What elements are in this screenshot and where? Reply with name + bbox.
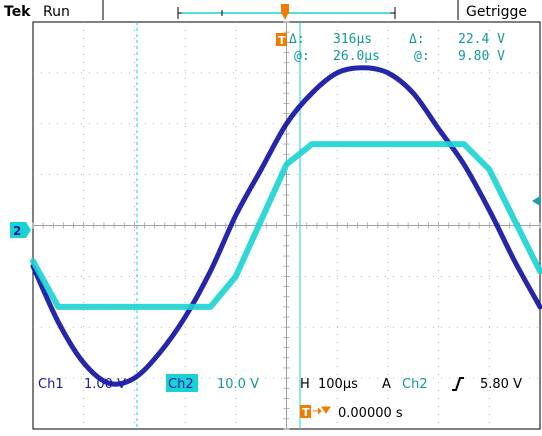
svg-text:T: T xyxy=(302,406,310,419)
ch2-scale: 10.0 V xyxy=(217,377,259,392)
channel-status: Ch1 1.00 V Ch2 10.0 V H 100μs A Ch2 5.80… xyxy=(38,374,522,421)
cursor-readout: T Δ: 316μs Δ: 22.4 V @: 26.0μs @: 9.80 V xyxy=(276,32,505,64)
trigger-state: Getrigge xyxy=(466,4,527,20)
brand-label: Tek xyxy=(4,4,31,20)
trigger-source: Ch2 xyxy=(402,377,428,392)
trigger-mode: A xyxy=(382,377,391,392)
volt-at-label: @: xyxy=(414,49,430,64)
horizontal-scale: 100μs xyxy=(318,377,358,392)
waveform-area xyxy=(30,65,542,387)
horizontal-label: H xyxy=(300,377,310,392)
volt-delta-label: Δ: xyxy=(409,32,425,47)
rising-edge-icon xyxy=(452,377,464,391)
time-delta-label: Δ: xyxy=(289,32,305,47)
volt-delta-value: 22.4 V xyxy=(458,32,505,47)
trigger-position-icon xyxy=(281,4,289,14)
trigger-position: 0.00000 s xyxy=(338,406,403,421)
record-position-indicator xyxy=(177,4,396,20)
orange-right-arrow-icon xyxy=(313,406,331,415)
ch1-label: Ch1 xyxy=(38,377,64,392)
time-at-value: 26.0μs xyxy=(333,49,380,64)
trigger-level-icon[interactable] xyxy=(532,196,540,206)
ch2-ground-marker[interactable]: 2 xyxy=(10,222,31,238)
trigger-t-icon xyxy=(276,33,287,46)
time-at-label: @: xyxy=(294,49,310,64)
volt-at-value: 9.80 V xyxy=(458,49,505,64)
graticule-grid xyxy=(32,21,541,430)
ch2-label: Ch2 xyxy=(168,377,194,392)
run-state: Run xyxy=(43,4,70,20)
svg-text:2: 2 xyxy=(13,224,21,238)
time-delta-value: 316μs xyxy=(333,32,372,47)
trigger-t-icon xyxy=(300,405,311,418)
svg-text:T: T xyxy=(278,34,286,47)
status-bar: Tek Run Getrigge xyxy=(4,0,527,20)
trigger-level: 5.80 V xyxy=(480,377,522,392)
ch1-waveform xyxy=(30,65,542,387)
ch2-waveform xyxy=(30,141,542,310)
ch2-label-box xyxy=(166,374,198,392)
ch1-scale: 1.00 V xyxy=(84,377,126,392)
